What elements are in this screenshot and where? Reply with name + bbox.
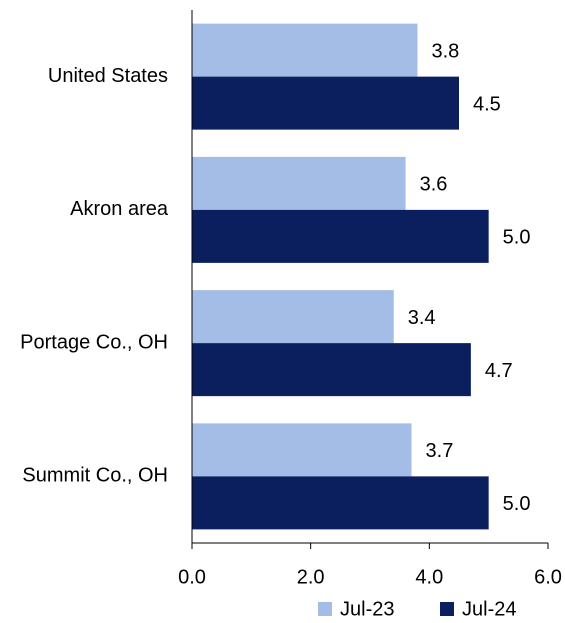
x-tick-label: 6.0 (534, 566, 562, 588)
bar (192, 209, 489, 263)
x-tick-label: 4.0 (415, 566, 443, 588)
legend-label: Jul-24 (462, 598, 516, 620)
bar (192, 76, 459, 130)
y-tick-label: Portage Co., OH (20, 331, 168, 353)
bar (192, 343, 471, 397)
data-label: 3.8 (431, 40, 459, 62)
x-tick-label: 0.0 (178, 566, 206, 588)
legend-label: Jul-23 (340, 598, 394, 620)
y-tick-label: Summit Co., OH (22, 465, 168, 487)
y-tick-label: Akron area (70, 198, 169, 220)
legend-swatch (318, 602, 332, 616)
legend-swatch (440, 602, 454, 616)
bar (192, 290, 394, 344)
bar (192, 156, 406, 210)
y-tick-label: United States (48, 65, 168, 87)
bar (192, 23, 418, 77)
x-tick-label: 2.0 (297, 566, 325, 588)
data-label: 3.6 (420, 174, 448, 196)
data-label: 4.7 (485, 360, 513, 382)
bar (192, 476, 489, 530)
data-label: 5.0 (503, 493, 531, 515)
bar (192, 423, 412, 477)
data-label: 5.0 (503, 227, 531, 249)
data-label: 3.7 (426, 440, 454, 462)
data-label: 4.5 (473, 93, 501, 115)
data-label: 3.4 (408, 307, 436, 329)
